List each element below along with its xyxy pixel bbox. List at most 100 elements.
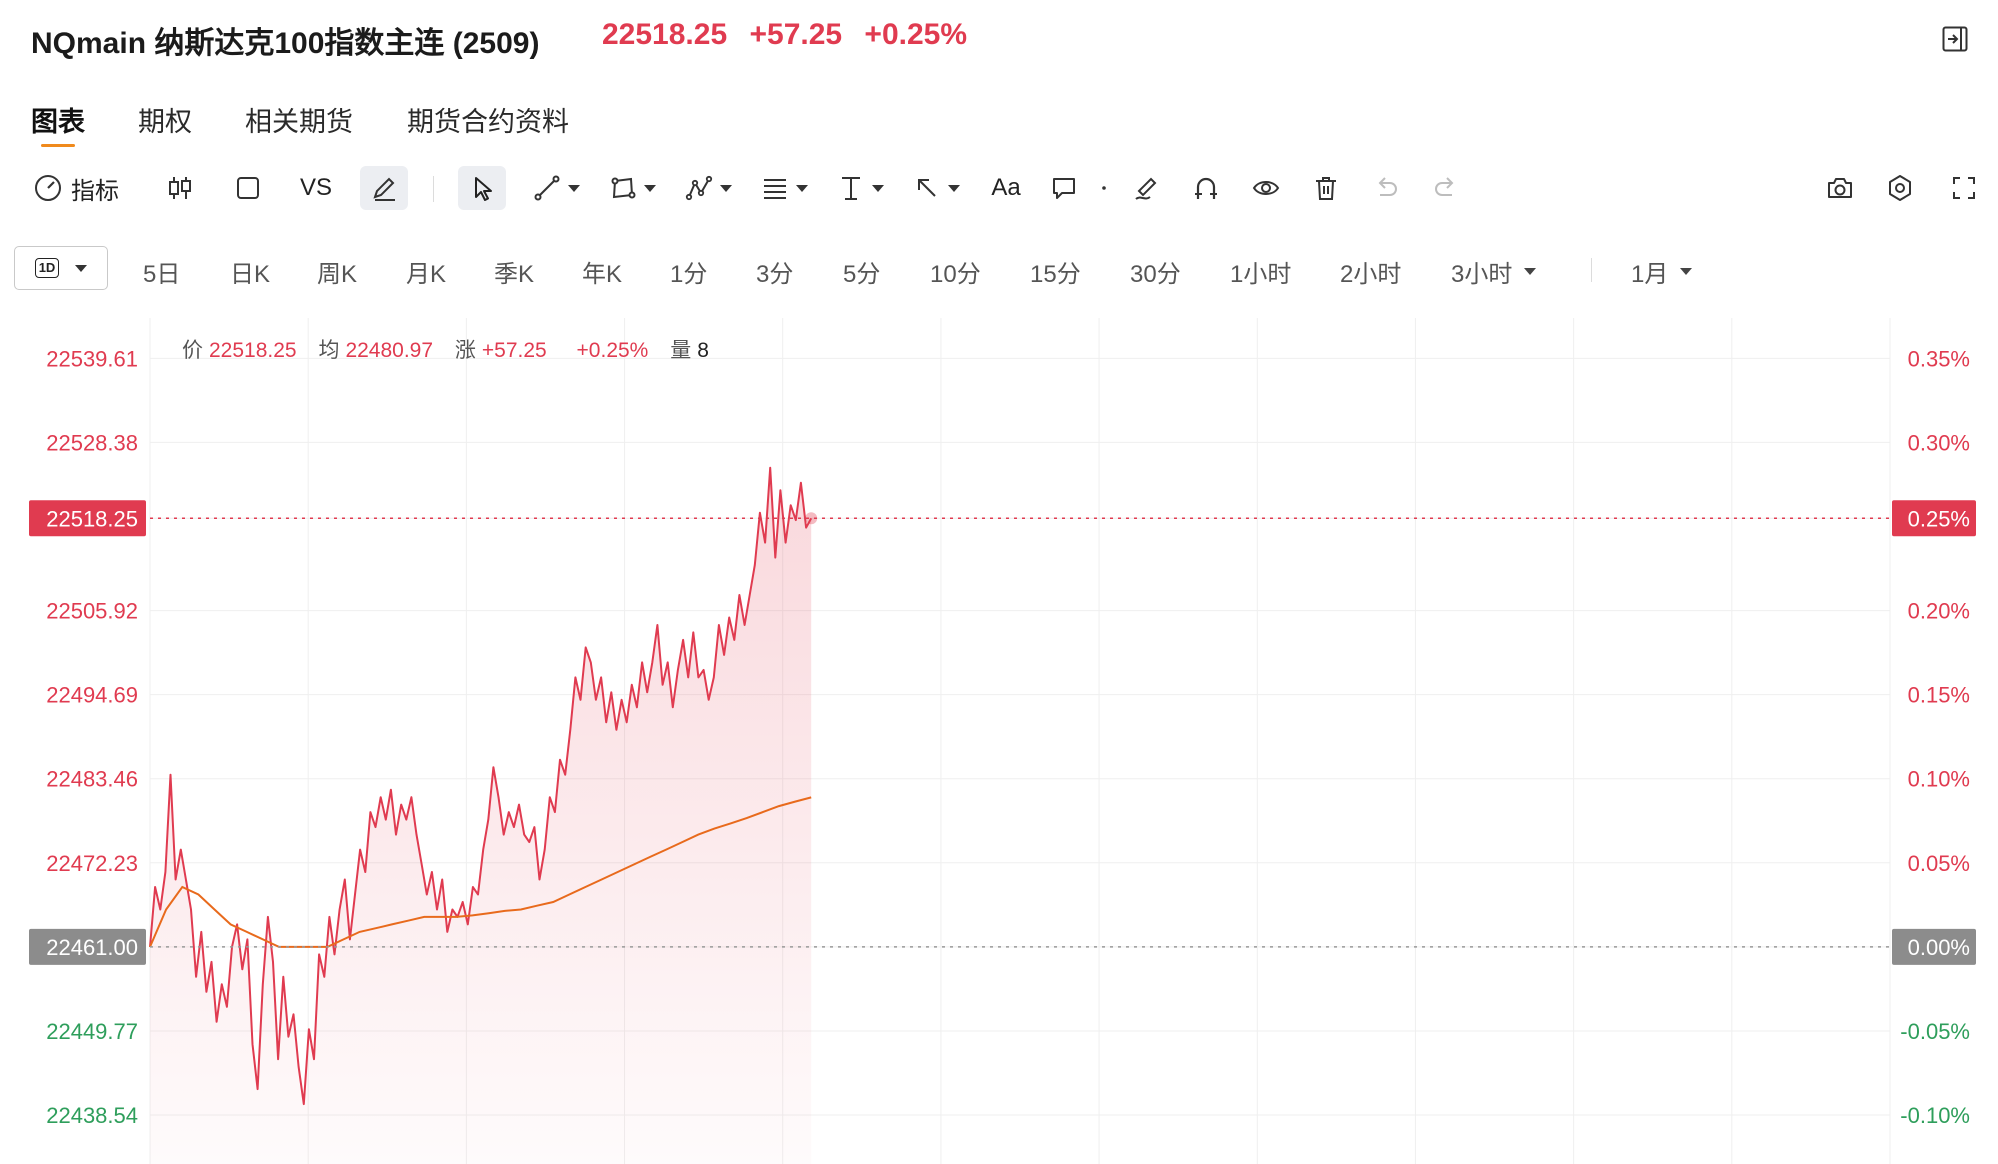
period-10min[interactable]: 10分 <box>930 261 981 288</box>
compare-label: VS <box>299 174 332 201</box>
price-change: +57.25 <box>749 18 843 51</box>
vertical-tool-caret <box>872 184 884 192</box>
arrow-tool[interactable] <box>908 166 964 210</box>
period-5min[interactable]: 5分 <box>843 261 881 288</box>
dot-tool[interactable] <box>1096 166 1112 210</box>
line-tool-caret <box>568 184 580 192</box>
draw-mode-button[interactable] <box>360 166 408 210</box>
period-quarter-k[interactable]: 季K <box>494 261 535 288</box>
chart-type-button[interactable] <box>160 166 200 210</box>
fib-tool[interactable] <box>756 166 812 210</box>
pen-icon <box>373 177 395 201</box>
legend-price-label: 价 <box>182 339 203 362</box>
price-line <box>149 466 813 1106</box>
period-select[interactable]: 1D <box>14 246 108 290</box>
left-price-badge <box>29 500 146 537</box>
compare-button[interactable]: VS <box>294 166 338 210</box>
range-select[interactable]: 1月 <box>1631 254 1693 289</box>
y-tick-right: 0.25% <box>1908 506 1970 531</box>
fib-tool-icon <box>764 179 786 199</box>
cursor-tool[interactable] <box>458 166 506 210</box>
period-3h[interactable]: 3小时 <box>1451 254 1537 289</box>
y-tick-left: 22438.54 <box>46 1103 138 1128</box>
camera-icon <box>1828 178 1852 198</box>
period-1min[interactable]: 1分 <box>670 261 708 288</box>
period-15min[interactable]: 15分 <box>1030 261 1081 288</box>
period-day-k[interactable]: 日K <box>230 261 271 288</box>
line-tool[interactable] <box>528 166 584 210</box>
delete-tool[interactable] <box>1306 166 1346 210</box>
period-year-k[interactable]: 年K <box>582 261 623 288</box>
tab-options[interactable]: 期权 <box>138 107 192 137</box>
period-caret <box>75 264 88 272</box>
arrow-tool-caret <box>948 184 960 192</box>
legend-avg-label: 均 <box>318 339 340 362</box>
y-tick-left: 22539.61 <box>46 346 138 371</box>
screenshot-button[interactable] <box>1820 166 1860 210</box>
text-tool[interactable]: Aa <box>984 166 1028 210</box>
pattern-tool-caret <box>720 184 732 192</box>
active-tab-underline <box>41 144 75 147</box>
average-line <box>149 796 812 948</box>
legend-pct-value: +0.25% <box>576 339 649 362</box>
fullscreen-button[interactable] <box>1944 166 1984 210</box>
shape-tool-caret <box>644 184 656 192</box>
period-badge: 1D <box>34 258 60 278</box>
period-bar: 1D 5日 日K 周K 月K 季K 年K 1分 3分 5分 10分 15分 30… <box>0 238 1998 298</box>
right-pct-badge <box>1892 928 1976 965</box>
y-tick-left: 22494.69 <box>46 683 138 708</box>
legend-change-label: 涨 <box>454 339 476 362</box>
range-label: 1月 <box>1631 261 1669 288</box>
undo-button[interactable] <box>1366 166 1406 210</box>
brush-icon <box>1135 177 1157 200</box>
visibility-tool[interactable] <box>1246 166 1286 210</box>
magnet-tool[interactable] <box>1186 166 1226 210</box>
dot-icon <box>1102 186 1106 190</box>
y-tick-right: 0.10% <box>1908 767 1970 792</box>
settings-button[interactable] <box>1880 166 1920 210</box>
vertical-tool[interactable] <box>832 166 888 210</box>
legend-change-value: +57.25 <box>481 339 547 362</box>
price-summary: 22518.25 +57.25 +0.25% <box>602 18 981 52</box>
y-tick-right: 0.35% <box>1908 346 1970 371</box>
period-week-k[interactable]: 周K <box>317 261 358 288</box>
tab-chart[interactable]: 图表 <box>31 107 85 137</box>
y-tick-left: 22449.77 <box>46 1019 138 1044</box>
period-2h[interactable]: 2小时 <box>1340 261 1402 288</box>
comment-icon <box>1053 178 1075 199</box>
legend-volume-label: 量 <box>670 339 692 362</box>
settings-icon <box>1889 175 1911 201</box>
period-5d[interactable]: 5日 <box>143 261 181 288</box>
fib-tool-caret <box>796 184 808 192</box>
last-price: 22518.25 <box>602 18 728 51</box>
arrow-tool-icon <box>918 179 936 197</box>
period-30min[interactable]: 30分 <box>1130 261 1181 288</box>
comment-tool[interactable] <box>1044 166 1084 210</box>
tab-contract-info[interactable]: 期货合约资料 <box>407 107 569 137</box>
header: NQmain 纳斯达克100指数主连 (2509) 22518.25 +57.2… <box>0 0 1998 80</box>
indicator-button[interactable]: 指标 <box>30 166 122 210</box>
range-caret <box>1680 268 1693 275</box>
y-tick-right: 0.15% <box>1908 683 1970 708</box>
y-tick-right: 0.30% <box>1908 430 1970 455</box>
instrument-title: NQmain 纳斯达克100指数主连 (2509) <box>31 27 540 60</box>
shape-tool[interactable] <box>604 166 660 210</box>
tab-related-futures[interactable]: 相关期货 <box>245 107 353 137</box>
period-1h[interactable]: 1小时 <box>1230 261 1292 288</box>
y-tick-left: 22483.46 <box>46 767 138 792</box>
collapse-panel-icon[interactable] <box>1942 26 1968 52</box>
brush-tool[interactable] <box>1126 166 1166 210</box>
last-price-dot <box>805 512 818 525</box>
toolbar-divider <box>433 176 434 202</box>
period-3h-caret <box>1524 268 1537 275</box>
layout-button[interactable] <box>228 166 268 210</box>
redo-button[interactable] <box>1426 166 1466 210</box>
indicator-label: 指标 <box>71 177 119 205</box>
price-area <box>150 467 812 1164</box>
period-month-k[interactable]: 月K <box>406 261 447 288</box>
y-tick-right: -0.05% <box>1900 1019 1970 1044</box>
period-3min[interactable]: 3分 <box>756 261 794 288</box>
gauge-icon <box>35 175 61 201</box>
pattern-tool[interactable] <box>680 166 736 210</box>
y-tick-left: 22472.23 <box>46 851 138 876</box>
